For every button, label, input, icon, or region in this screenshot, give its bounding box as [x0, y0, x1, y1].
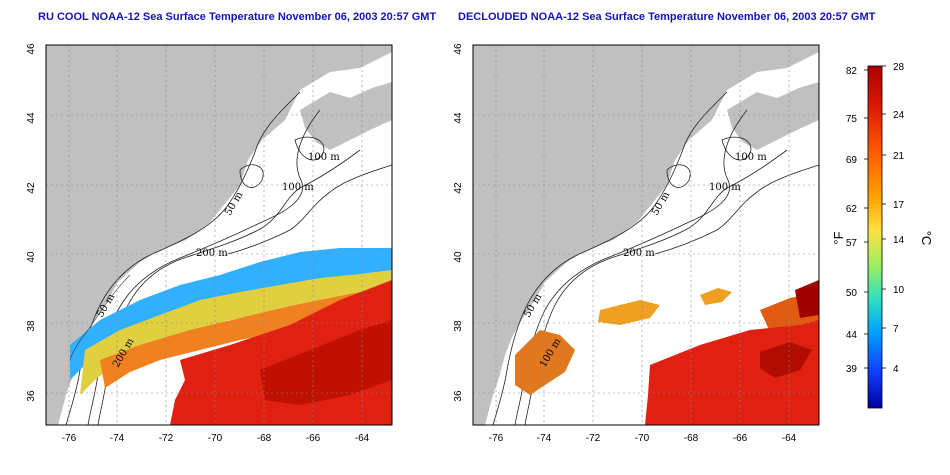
x-tick-label: -68 [684, 433, 699, 444]
f-tick-label: 75 [846, 114, 858, 125]
x-tick-label: -66 [306, 433, 321, 444]
f-tick-label: 82 [846, 66, 858, 77]
c-tick-label: 7 [893, 324, 899, 335]
x-tick-label: -76 [489, 433, 504, 444]
right-land-mass [473, 45, 819, 425]
y-tick-label: 46 [453, 43, 464, 55]
c-tick-label: 4 [893, 364, 899, 375]
f-tick-label: 44 [846, 330, 858, 341]
left-panel-title: RU COOL NOAA-12 Sea Surface Temperature … [38, 11, 437, 23]
right-sst-patch [515, 330, 575, 395]
x-tick-label: -64 [782, 433, 797, 444]
f-tick-label: 69 [846, 155, 858, 166]
left-x-ticks: -76 -74 -72 -70 -68 -66 -64 [62, 433, 370, 444]
x-tick-label: -70 [208, 433, 223, 444]
right-panel-title: DECLOUDED NOAA-12 Sea Surface Temperatur… [458, 11, 876, 23]
x-tick-label: -74 [537, 433, 552, 444]
left-contour-label: 200 m [196, 248, 228, 259]
c-tick-label: 21 [893, 151, 905, 162]
y-tick-label: 36 [26, 390, 37, 402]
right-sst-hot-core [760, 342, 812, 378]
f-tick-label: 50 [846, 288, 858, 299]
right-map-panel: 100 m 100 m 50 m 200 m 50 m 100 m -76 -7… [453, 43, 820, 444]
left-nova-scotia [300, 82, 392, 150]
right-sst-hot-region [645, 320, 819, 425]
right-x-ticks: -76 -74 -72 -70 -68 -66 -64 [489, 433, 797, 444]
y-tick-label: 38 [26, 320, 37, 332]
left-contour-label: 100 m [282, 182, 314, 193]
y-tick-label: 40 [453, 251, 464, 263]
y-tick-label: 36 [453, 390, 464, 402]
left-coastline [69, 274, 131, 361]
left-land-mass [46, 45, 392, 425]
colorbar-celsius-ticks: 28 24 21 17 14 10 7 4 [893, 62, 905, 375]
c-tick-label: 28 [893, 62, 905, 73]
c-tick-label: 17 [893, 200, 905, 211]
left-map-panel: 100 m 100 m 50 m 200 m 50 m 200 m -76 -7… [26, 43, 393, 444]
y-tick-label: 38 [453, 320, 464, 332]
right-sst-patch [598, 300, 660, 325]
left-contour-label: 100 m [308, 152, 340, 163]
left-y-ticks: 46 44 42 40 38 36 [26, 43, 37, 402]
x-tick-label: -66 [733, 433, 748, 444]
f-tick-label: 62 [846, 204, 858, 215]
y-tick-label: 42 [26, 182, 37, 194]
right-contour-label: 200 m [623, 248, 655, 259]
x-tick-label: -72 [159, 433, 174, 444]
y-tick-label: 40 [26, 251, 37, 263]
x-tick-label: -64 [355, 433, 370, 444]
right-nova-scotia [727, 82, 819, 150]
left-sst-hot-core [260, 320, 392, 405]
c-tick-label: 10 [893, 285, 905, 296]
temperature-colorbar: 82 75 69 62 57 50 44 39 28 24 21 17 14 1… [831, 62, 934, 409]
right-sst-hot-core [795, 280, 819, 318]
y-tick-label: 44 [26, 112, 37, 124]
colorbar-fahrenheit-ticks: 82 75 69 62 57 50 44 39 [846, 66, 858, 375]
c-tick-label: 14 [893, 235, 905, 246]
fahrenheit-unit-label: °F [831, 231, 846, 244]
right-y-ticks: 46 44 42 40 38 36 [453, 43, 464, 402]
x-tick-label: -74 [110, 433, 125, 444]
x-tick-label: -72 [586, 433, 601, 444]
y-tick-label: 42 [453, 182, 464, 194]
right-sst-patch [700, 288, 732, 305]
c-tick-label: 24 [893, 110, 905, 121]
right-contour-label: 100 m [709, 182, 741, 193]
colorbar-gradient [867, 65, 883, 409]
x-tick-label: -70 [635, 433, 650, 444]
x-tick-label: -68 [257, 433, 272, 444]
x-tick-label: -76 [62, 433, 77, 444]
y-tick-label: 46 [26, 43, 37, 55]
f-tick-label: 57 [846, 238, 858, 249]
f-tick-label: 39 [846, 364, 858, 375]
celsius-unit-label: °C [919, 231, 934, 246]
y-tick-label: 44 [453, 112, 464, 124]
right-contour-label: 100 m [735, 152, 767, 163]
